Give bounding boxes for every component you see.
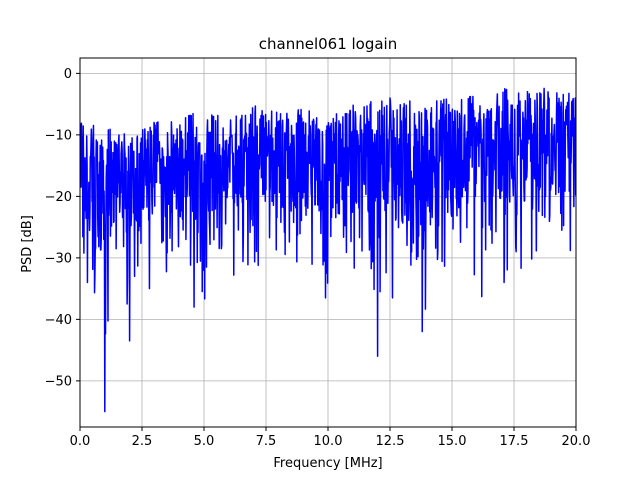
- y-axis-label: PSD [dB]: [20, 215, 35, 273]
- y-tick-label: −10: [45, 128, 72, 143]
- y-tick-label: −20: [45, 190, 72, 205]
- x-tick-label: 15.0: [438, 434, 467, 449]
- x-tick-label: 7.5: [256, 434, 277, 449]
- y-tick-label: −40: [45, 313, 72, 328]
- y-tick-label: 0: [64, 67, 72, 82]
- x-axis-label: Frequency [MHz]: [273, 456, 382, 471]
- x-tick-label: 17.5: [500, 434, 529, 449]
- y-tick-label: −30: [45, 251, 72, 266]
- x-tick-label: 20.0: [562, 434, 591, 449]
- psd-series: [80, 87, 576, 413]
- x-tick-label: 12.5: [376, 434, 405, 449]
- x-tick-label: 2.5: [132, 434, 153, 449]
- y-axis-ticks: 0 −10 −20 −30 −40 −50: [45, 67, 80, 389]
- x-tick-label: 10.0: [314, 434, 343, 449]
- x-tick-label: 5.0: [194, 434, 215, 449]
- psd-line: [80, 87, 576, 413]
- x-tick-label: 0.0: [70, 434, 91, 449]
- y-tick-label: −50: [45, 374, 72, 389]
- x-axis-ticks: 0.0 2.5 5.0 7.5 10.0 12.5 15.0 17.5 20.0: [70, 427, 591, 449]
- chart-title: channel061 logain: [259, 35, 398, 53]
